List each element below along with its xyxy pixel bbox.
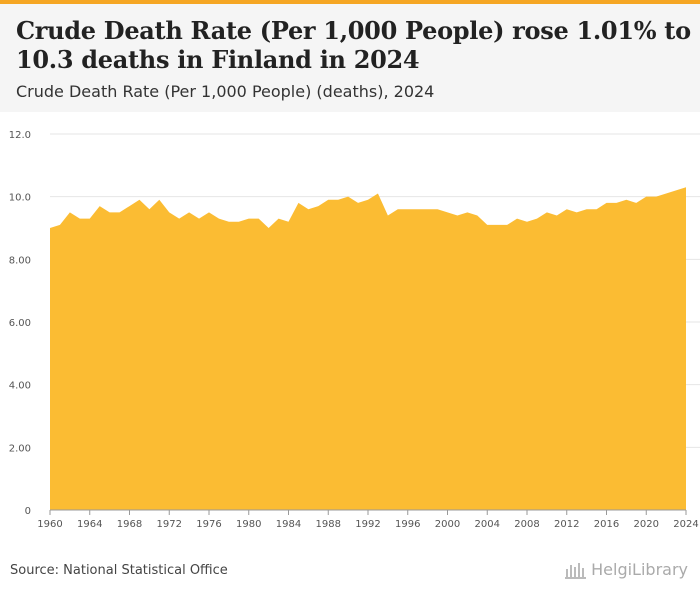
x-tick-label: 1996: [395, 519, 420, 530]
x-tick-label: 1992: [355, 519, 380, 530]
x-tick-label: 1964: [77, 519, 102, 530]
x-tick-label: 2012: [554, 519, 579, 530]
area-series: [50, 187, 686, 510]
y-tick-label: 4.00: [9, 381, 31, 392]
x-tick-label: 2004: [475, 519, 500, 530]
x-tick-label: 2020: [634, 519, 659, 530]
x-tick-label: 1976: [196, 519, 221, 530]
x-tick-label: 2000: [435, 519, 460, 530]
x-tick-label: 2024: [673, 519, 698, 530]
brand-name: HelgiLibrary: [591, 560, 688, 579]
y-tick-label: 6.00: [9, 318, 31, 329]
y-tick-label: 2.00: [9, 443, 31, 454]
brand-logo[interactable]: HelgiLibrary: [565, 560, 688, 579]
x-tick-label: 2016: [594, 519, 619, 530]
source-note: Source: National Statistical Office: [10, 563, 228, 578]
x-tick-label: 1984: [276, 519, 301, 530]
y-tick-label: 0: [25, 506, 31, 517]
y-axis: 0 2.00 4.00 6.00 8.00 10.0 12.0: [9, 130, 31, 517]
library-icon: [565, 562, 587, 579]
x-tick-label: 1980: [236, 519, 261, 530]
chart-header: Crude Death Rate (Per 1,000 People) rose…: [0, 4, 700, 112]
area-fill: [50, 187, 686, 510]
chart-title: Crude Death Rate (Per 1,000 People) rose…: [16, 16, 691, 74]
y-tick-label: 10.0: [9, 193, 31, 204]
x-axis: 1960 1964 1968 1972 1976 1980 1984 1988 1992 1996…: [37, 509, 699, 530]
x-tick-label: 1972: [157, 519, 182, 530]
y-tick-label: 12.0: [9, 130, 31, 141]
accent-bar: [0, 0, 700, 4]
x-tick-label: 2008: [514, 519, 539, 530]
chart-subtitle: Crude Death Rate (Per 1,000 People) (dea…: [16, 82, 435, 101]
x-tick-label: 1968: [117, 519, 142, 530]
x-tick-label: 1988: [316, 519, 341, 530]
x-tick-label: 1960: [37, 519, 62, 530]
y-tick-label: 8.00: [9, 255, 31, 266]
